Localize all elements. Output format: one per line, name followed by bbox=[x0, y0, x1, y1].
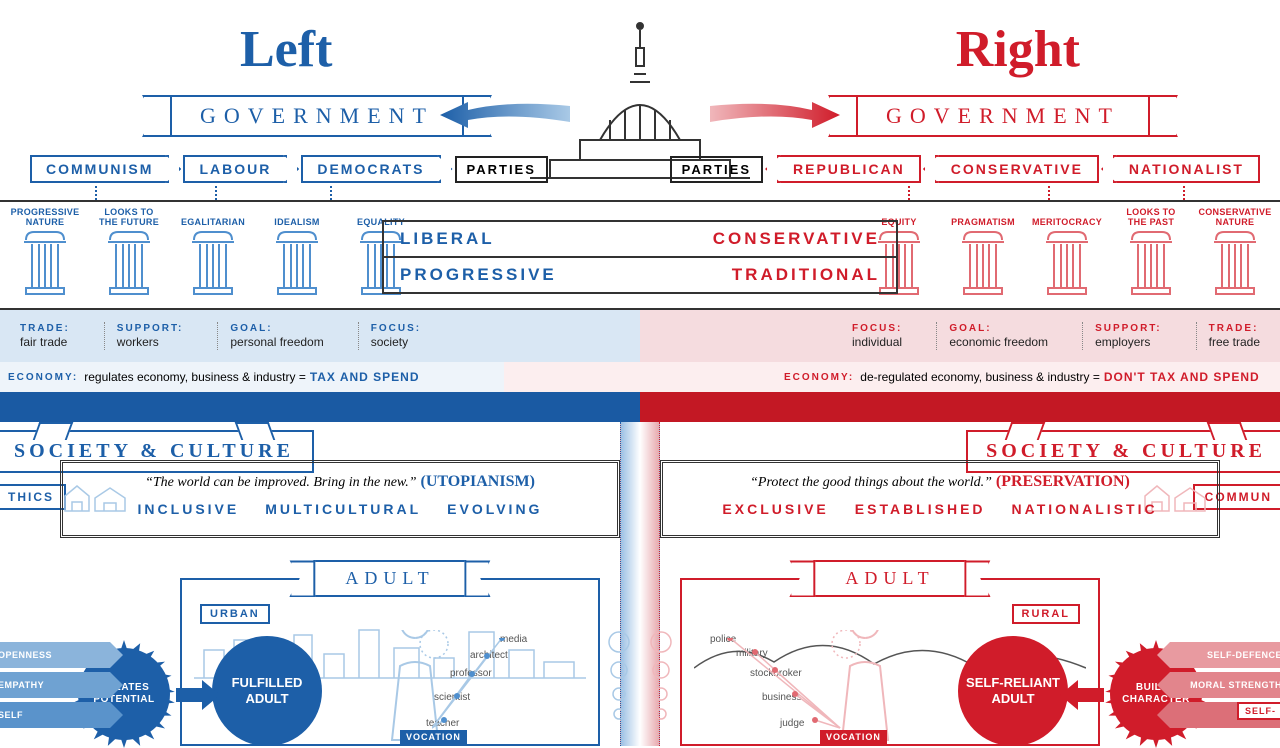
economy-band: ECONOMY: regulates economy, business & i… bbox=[0, 362, 1280, 392]
self-box: SELF- bbox=[1237, 702, 1280, 720]
party-democrats: DEMOCRATS bbox=[301, 155, 440, 183]
party-labour: LABOUR bbox=[183, 155, 287, 183]
party-nationalist: NATIONALIST bbox=[1113, 155, 1260, 183]
pillar-icon bbox=[1212, 230, 1258, 296]
right-parties-label: PARTIES bbox=[670, 156, 763, 183]
ethics-tag: THICS bbox=[0, 484, 66, 510]
arrow-left-icon bbox=[440, 100, 570, 130]
left-parties-label: PARTIES bbox=[455, 156, 548, 183]
pillar-icon bbox=[106, 230, 152, 296]
right-parties-row: PARTIES REPUBLICAN CONSERVATIVE NATIONAL… bbox=[670, 155, 1260, 183]
arrow-icon bbox=[1060, 680, 1104, 710]
divider-bar bbox=[0, 392, 1280, 422]
arrow-right-icon bbox=[710, 100, 840, 130]
ideology-liberal: LIBERAL bbox=[400, 229, 495, 249]
pillar-label: PRAGMATISM bbox=[952, 206, 1014, 228]
bubbles-icon bbox=[604, 630, 634, 740]
right-title: Right bbox=[956, 20, 1080, 79]
right-gov-ribbon: GOVERNMENT bbox=[856, 95, 1150, 137]
pillar-label: IDEALISM bbox=[266, 206, 328, 228]
pillar-icon bbox=[190, 230, 236, 296]
left-vocation-tag: VOCATION bbox=[400, 730, 467, 744]
left-circle: FULFILLED ADULT bbox=[212, 636, 322, 746]
job-rays-icon bbox=[432, 638, 582, 738]
arrow-icon bbox=[176, 680, 220, 710]
ideology-box: LIBERAL CONSERVATIVE PROGRESSIVE TRADITI… bbox=[382, 220, 898, 294]
pillar-label: PROGRESSIVE NATURE bbox=[14, 206, 76, 228]
pillar-label: CONSERVATIVE NATURE bbox=[1204, 206, 1266, 228]
left-title: Left bbox=[240, 20, 332, 79]
pillar-label: LOOKS TO THE FUTURE bbox=[98, 206, 160, 228]
pillar-icon bbox=[1128, 230, 1174, 296]
left-value-arrows: OPENNESS EMPATHY SELF bbox=[0, 638, 110, 732]
ideology-traditional: TRADITIONAL bbox=[732, 265, 880, 285]
party-communism: COMMUNISM bbox=[30, 155, 169, 183]
ideology-conservative: CONSERVATIVE bbox=[713, 229, 880, 249]
pillar-label: LOOKS TO THE PAST bbox=[1120, 206, 1182, 228]
pillar-icon bbox=[274, 230, 320, 296]
right-vocation-tag: VOCATION bbox=[820, 730, 887, 744]
pillar-label: MERITOCRACY bbox=[1036, 206, 1098, 228]
left-quote-box: “The world can be improved. Bring in the… bbox=[60, 460, 620, 538]
right-circle: SELF-RELIANT ADULT bbox=[958, 636, 1068, 746]
pillar-icon bbox=[22, 230, 68, 296]
party-republican: REPUBLICAN bbox=[777, 155, 921, 183]
left-gov-ribbon: GOVERNMENT bbox=[170, 95, 464, 137]
ideology-progressive: PROGRESSIVE bbox=[400, 265, 557, 285]
job-rays-icon bbox=[700, 638, 850, 738]
pillar-label: EGALITARIAN bbox=[182, 206, 244, 228]
right-quote-box: “Protect the good things about the world… bbox=[660, 460, 1220, 538]
bubbles-icon bbox=[646, 630, 676, 740]
pillar-icon bbox=[1044, 230, 1090, 296]
left-parties-row: COMMUNISM LABOUR DEMOCRATS PARTIES bbox=[30, 155, 548, 183]
party-conservative: CONSERVATIVE bbox=[935, 155, 1099, 183]
pillar-icon bbox=[960, 230, 1006, 296]
left-pillars: PROGRESSIVE NATURE LOOKS TO THE FUTURE E… bbox=[14, 206, 412, 296]
attrs-band: TRADE:fair trade SUPPORT:workers GOAL:pe… bbox=[0, 310, 1280, 362]
right-pillars: EQUITY PRAGMATISM MERITOCRACY LOOKS TO T… bbox=[868, 206, 1266, 296]
